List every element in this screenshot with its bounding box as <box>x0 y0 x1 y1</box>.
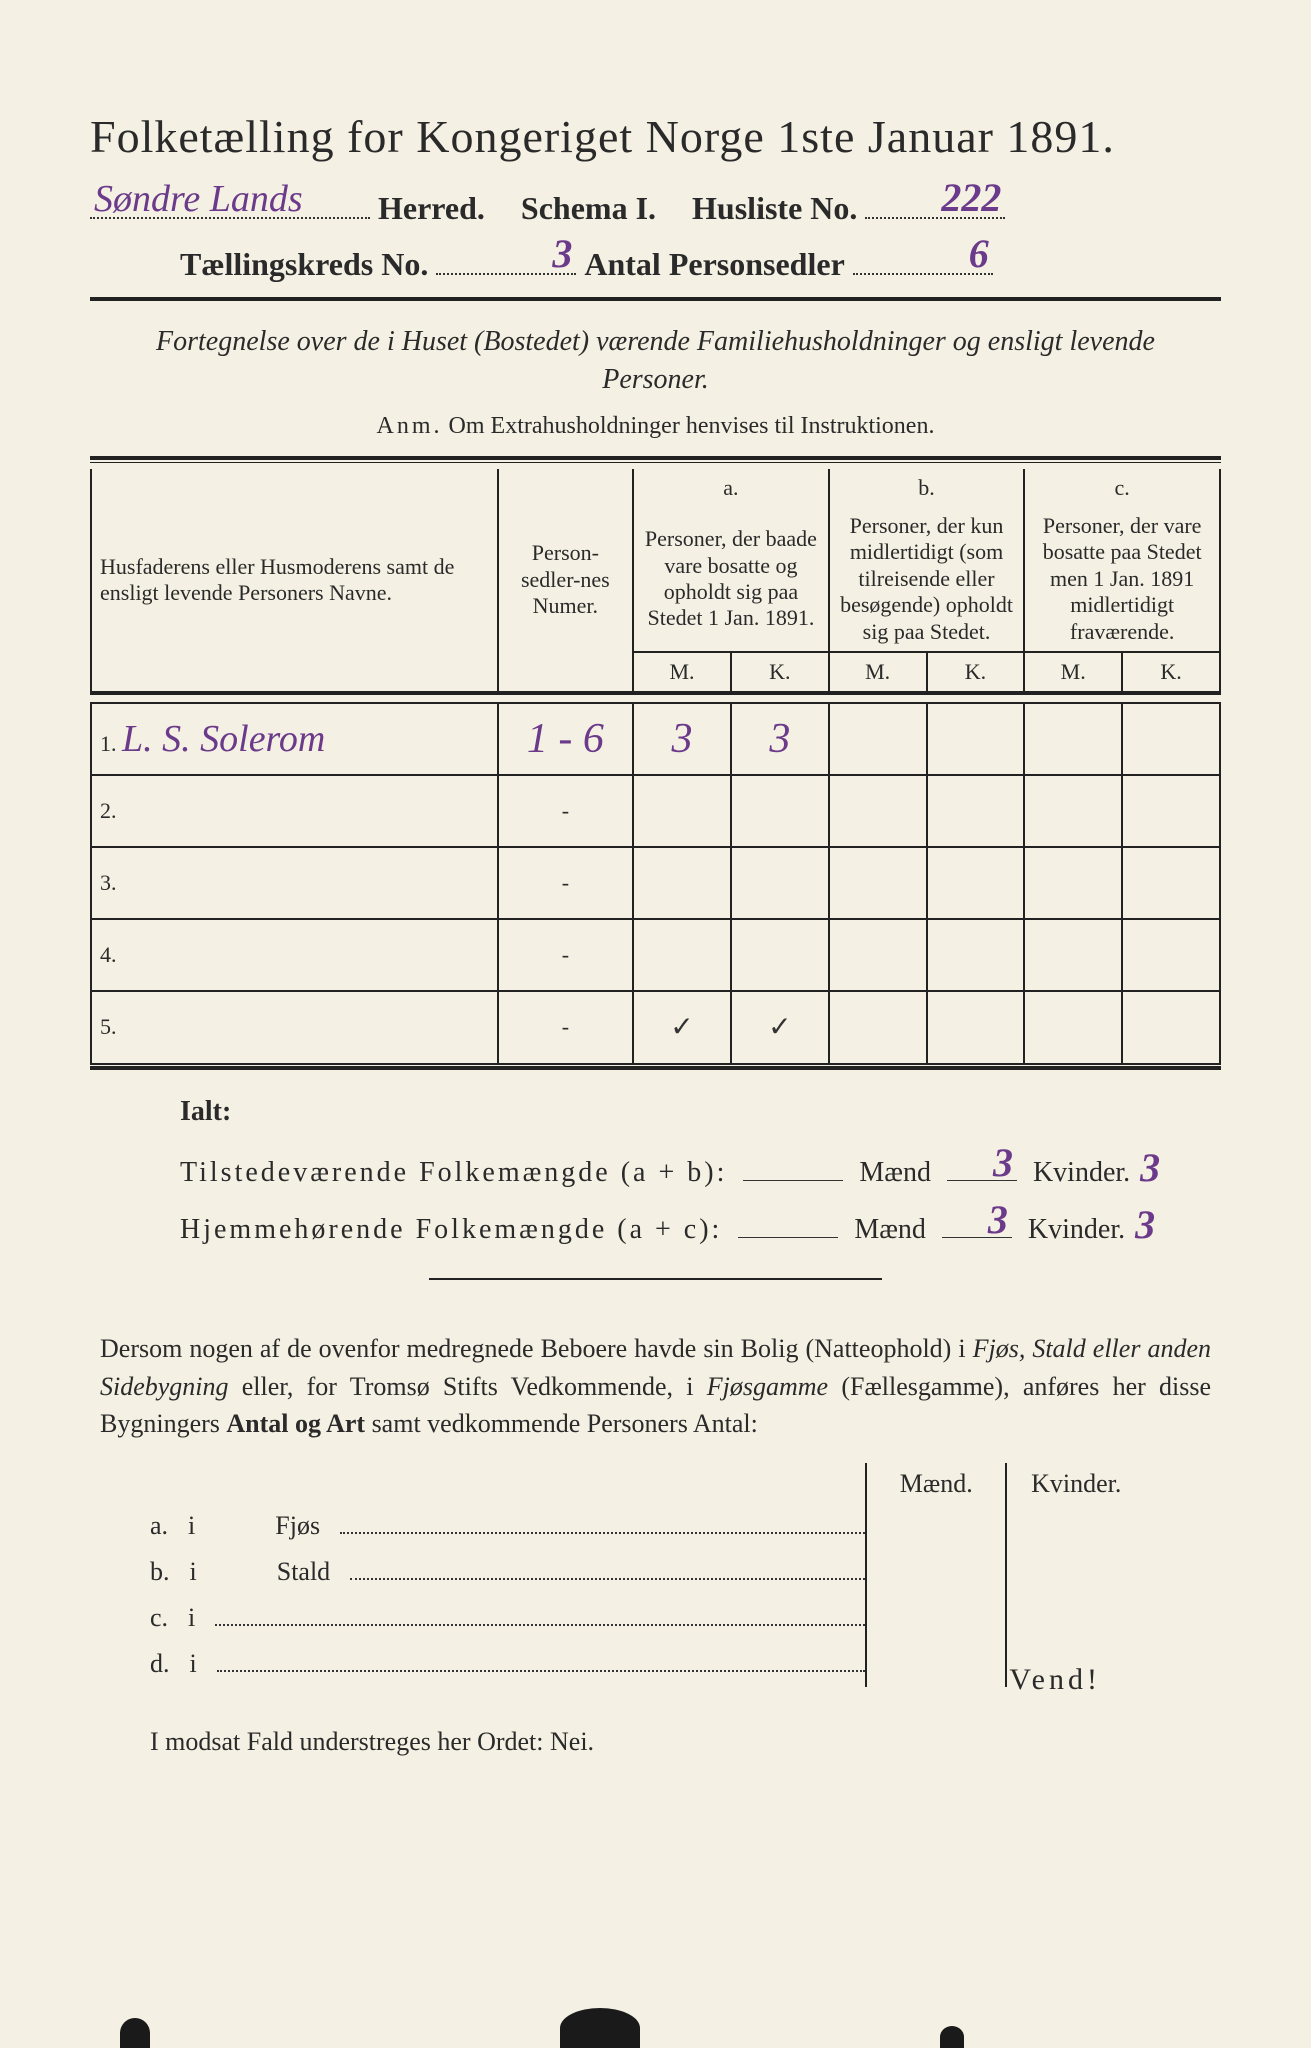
herred-label: Herred. <box>378 190 485 227</box>
ialt-row1-label: Tilstedeværende Folkemængde (a + b): <box>180 1157 727 1189</box>
row-numer-hw: 1 - 6 <box>527 716 604 762</box>
table-row: 4. - <box>91 919 1220 991</box>
col-a-m: M. <box>633 652 731 693</box>
paper-tear <box>120 2018 150 2048</box>
col-b-text: Personer, der kun midlertidigt (som tilr… <box>829 507 1025 652</box>
double-rule-bottom <box>90 1063 1221 1070</box>
schema-label: Schema I. <box>521 190 656 227</box>
fortegnelse-text: Fortegnelse over de i Huset (Bostedet) v… <box>130 323 1181 399</box>
row-c-k <box>1122 703 1220 775</box>
maend-label: Mænd <box>859 1157 931 1189</box>
herred-line: Søndre Lands Herred. Schema I. Husliste … <box>90 183 1221 227</box>
row-num: 4. <box>91 919 498 991</box>
row-b-m <box>829 703 927 775</box>
tick-mark: ✓ <box>670 1012 693 1043</box>
col-b-label: b. <box>829 469 1025 507</box>
divider <box>90 297 1221 301</box>
row-numer-hw: - <box>498 919 634 991</box>
husliste-no: 222 <box>941 174 1001 221</box>
table-row: 3. - <box>91 847 1220 919</box>
col-a-label: a. <box>633 469 829 507</box>
row-numer-hw: - <box>498 847 634 919</box>
side-right-header: Mænd. Kvinder. <box>865 1463 1145 1687</box>
antal-label: Antal Personsedler <box>584 246 844 283</box>
ialt-r2-k: 3 <box>1135 1201 1155 1248</box>
census-form-page: Folketælling for Kongeriget Norge 1ste J… <box>90 110 1221 1757</box>
husliste-label: Husliste No. <box>692 190 857 227</box>
antal-no: 6 <box>969 230 989 277</box>
row-num: 1. <box>100 731 117 756</box>
row-a-k: 3 <box>769 716 790 762</box>
ialt-row-1: Tilstedeværende Folkemængde (a + b): Mæn… <box>180 1144 1221 1191</box>
row-num: 2. <box>91 775 498 847</box>
herred-handwritten: Søndre Lands <box>94 177 303 221</box>
paper-tear <box>560 2008 640 2048</box>
row-num: 3. <box>91 847 498 919</box>
row-b-k <box>927 703 1025 775</box>
col-header-names: Husfaderens eller Husmoderens samt de en… <box>91 469 498 693</box>
kvinder-label: Kvinder. <box>1028 1214 1125 1246</box>
col-b-k: K. <box>927 652 1025 693</box>
row-numer-hw: - <box>498 775 634 847</box>
col-header-numer: Person-sedler-nes Numer. <box>498 469 634 693</box>
side-table: a. i Fjøs b. i Stald c. i d. i <box>150 1463 1145 1687</box>
side-kvinder: Kvinder. <box>1007 1463 1145 1687</box>
ialt-label: Ialt: <box>180 1096 1221 1128</box>
col-c-m: M. <box>1024 652 1122 693</box>
side-row: c. i <box>150 1595 865 1641</box>
maend-label: Mænd <box>854 1214 926 1246</box>
footer-line: I modsat Fald understreges her Ordet: Ne… <box>150 1727 1221 1757</box>
row-a-m: 3 <box>672 716 693 762</box>
paper-tear <box>940 2026 964 2048</box>
row-c-m <box>1024 703 1122 775</box>
ialt-row-2: Hjemmehørende Folkemængde (a + c): Mænd … <box>180 1201 1221 1248</box>
paragraph: Dersom nogen af de ovenfor medregnede Be… <box>100 1330 1211 1443</box>
vend-label: Vend! <box>1009 1663 1101 1697</box>
col-b-m: M. <box>829 652 927 693</box>
tick-mark: ✓ <box>768 1012 791 1043</box>
kreds-no: 3 <box>552 230 572 277</box>
divider-small <box>429 1278 881 1280</box>
ialt-r1-m: 3 <box>993 1139 1013 1186</box>
main-table: Husfaderens eller Husmoderens samt de en… <box>90 469 1221 1063</box>
col-c-text: Personer, der vare bosatte paa Stedet me… <box>1024 507 1220 652</box>
ialt-r2-m: 3 <box>988 1196 1008 1243</box>
col-c-label: c. <box>1024 469 1220 507</box>
anm-line: Anm. Om Extrahusholdninger henvises til … <box>90 413 1221 440</box>
row-name-hw: L. S. Solerom <box>122 718 325 760</box>
double-rule <box>90 456 1221 463</box>
anm-label: Anm. <box>377 413 443 439</box>
side-row: a. i Fjøs <box>150 1503 865 1549</box>
side-row: d. i <box>150 1641 865 1687</box>
ialt-block: Ialt: Tilstedeværende Folkemængde (a + b… <box>180 1096 1221 1248</box>
col-c-k: K. <box>1122 652 1220 693</box>
ialt-r1-k: 3 <box>1140 1144 1160 1191</box>
page-title: Folketælling for Kongeriget Norge 1ste J… <box>90 110 1221 163</box>
anm-text: Om Extrahusholdninger henvises til Instr… <box>449 413 935 439</box>
ialt-row2-label: Hjemmehørende Folkemængde (a + c): <box>180 1214 722 1246</box>
table-row: 5. - ✓ ✓ <box>91 991 1220 1063</box>
kvinder-label: Kvinder. <box>1033 1157 1130 1189</box>
kreds-label: Tællingskreds No. <box>180 246 428 283</box>
row-numer-hw: - <box>498 991 634 1063</box>
kreds-line: Tællingskreds No. 3 Antal Personsedler 6 <box>90 239 1221 283</box>
row-num: 5. <box>91 991 498 1063</box>
col-a-text: Personer, der baade vare bosatte og opho… <box>633 507 829 652</box>
table-row: 2. - <box>91 775 1220 847</box>
side-maend: Mænd. <box>867 1463 1007 1687</box>
col-a-k: K. <box>731 652 829 693</box>
side-row: b. i Stald <box>150 1549 865 1595</box>
table-row: 1. L. S. Solerom 1 - 6 3 3 <box>91 703 1220 775</box>
